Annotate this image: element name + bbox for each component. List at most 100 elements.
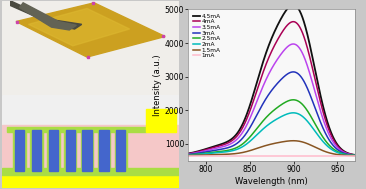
- 3mA: [262, 101, 266, 103]
- 2.5mA: [216, 151, 220, 153]
- 1mA: [186, 154, 191, 157]
- 2mA: [353, 154, 357, 156]
- 4mA: [262, 69, 266, 71]
- Bar: [82, 130, 92, 171]
- 4mA: [186, 153, 191, 155]
- 4.5mA: [284, 9, 289, 11]
- 4.5mA: [312, 64, 316, 67]
- 1mA: [229, 154, 234, 157]
- Polygon shape: [11, 1, 82, 29]
- Bar: [2, 168, 179, 175]
- 3mA: [216, 149, 220, 151]
- Polygon shape: [16, 3, 165, 57]
- Bar: [64, 129, 76, 172]
- Bar: [2, 125, 179, 175]
- 1mA: [284, 154, 289, 157]
- Line: 4mA: 4mA: [188, 22, 355, 155]
- Line: 3mA: 3mA: [188, 72, 355, 155]
- Bar: [30, 129, 43, 172]
- 2.5mA: [298, 101, 302, 103]
- 4mA: [229, 140, 234, 142]
- 4.5mA: [229, 138, 234, 140]
- 4mA: [284, 25, 289, 27]
- 2.5mA: [291, 99, 295, 101]
- 1mA: [312, 154, 316, 157]
- 2mA: [312, 129, 316, 131]
- 2.5mA: [229, 148, 234, 151]
- Line: 4.5mA: 4.5mA: [188, 5, 355, 155]
- 4mA: [216, 145, 220, 148]
- 2.5mA: [312, 121, 316, 123]
- 3.5mA: [312, 88, 316, 90]
- 4.5mA: [291, 4, 295, 6]
- Bar: [146, 109, 176, 132]
- 1.5mA: [186, 154, 191, 156]
- 2mA: [291, 112, 295, 114]
- 2.5mA: [262, 119, 266, 121]
- Line: 2mA: 2mA: [188, 113, 355, 155]
- 4mA: [298, 26, 302, 29]
- 1.5mA: [229, 153, 234, 155]
- Bar: [116, 130, 126, 171]
- Bar: [49, 130, 58, 171]
- 2.5mA: [186, 154, 191, 156]
- X-axis label: Wavelength (nm): Wavelength (nm): [235, 177, 308, 186]
- 4.5mA: [186, 152, 191, 155]
- 3mA: [312, 104, 316, 107]
- 2mA: [262, 127, 266, 129]
- 2.5mA: [353, 154, 357, 156]
- Bar: [66, 130, 75, 171]
- 1mA: [216, 154, 220, 157]
- Bar: [81, 129, 93, 172]
- 2.5mA: [284, 100, 289, 103]
- Bar: [14, 129, 26, 172]
- 2mA: [284, 113, 289, 115]
- Line: 1.5mA: 1.5mA: [188, 141, 355, 156]
- 4mA: [312, 74, 316, 77]
- 4.5mA: [216, 144, 220, 146]
- 2mA: [229, 150, 234, 152]
- 1.5mA: [353, 154, 357, 157]
- 2mA: [298, 114, 302, 116]
- Polygon shape: [20, 3, 76, 30]
- Bar: [99, 130, 108, 171]
- 2mA: [216, 152, 220, 154]
- 1mA: [262, 154, 266, 157]
- Bar: [32, 130, 41, 171]
- 3.5mA: [353, 154, 357, 156]
- 1mA: [353, 154, 357, 157]
- Y-axis label: Intensity (a.u.): Intensity (a.u.): [153, 54, 162, 116]
- 3.5mA: [262, 83, 266, 86]
- 1.5mA: [262, 145, 266, 147]
- 3mA: [291, 71, 295, 73]
- 3mA: [186, 153, 191, 156]
- Bar: [98, 129, 110, 172]
- 3.5mA: [291, 43, 295, 45]
- 4mA: [353, 154, 357, 156]
- 1.5mA: [298, 140, 302, 143]
- 3.5mA: [229, 142, 234, 145]
- Bar: [7, 127, 146, 132]
- 4.5mA: [353, 154, 357, 156]
- Bar: [2, 175, 179, 188]
- 3mA: [298, 74, 302, 77]
- 3mA: [284, 73, 289, 76]
- 4.5mA: [262, 58, 266, 61]
- Line: 2.5mA: 2.5mA: [188, 100, 355, 155]
- Bar: [15, 130, 24, 171]
- Legend: 4.5mA, 4mA, 3.5mA, 3mA, 2.5mA, 2mA, 1.5mA, 1mA: 4.5mA, 4mA, 3.5mA, 3mA, 2.5mA, 2mA, 1.5m…: [191, 12, 222, 60]
- 1.5mA: [216, 153, 220, 156]
- Bar: [115, 129, 127, 172]
- Bar: [47, 129, 60, 172]
- 3.5mA: [186, 153, 191, 155]
- 4.5mA: [298, 10, 302, 13]
- 2mA: [186, 154, 191, 156]
- 1.5mA: [312, 146, 316, 148]
- Line: 3.5mA: 3.5mA: [188, 44, 355, 155]
- 1mA: [298, 154, 302, 157]
- 1.5mA: [284, 140, 289, 142]
- Polygon shape: [29, 9, 130, 46]
- 3.5mA: [298, 48, 302, 50]
- 1.5mA: [291, 140, 295, 142]
- 3.5mA: [216, 147, 220, 149]
